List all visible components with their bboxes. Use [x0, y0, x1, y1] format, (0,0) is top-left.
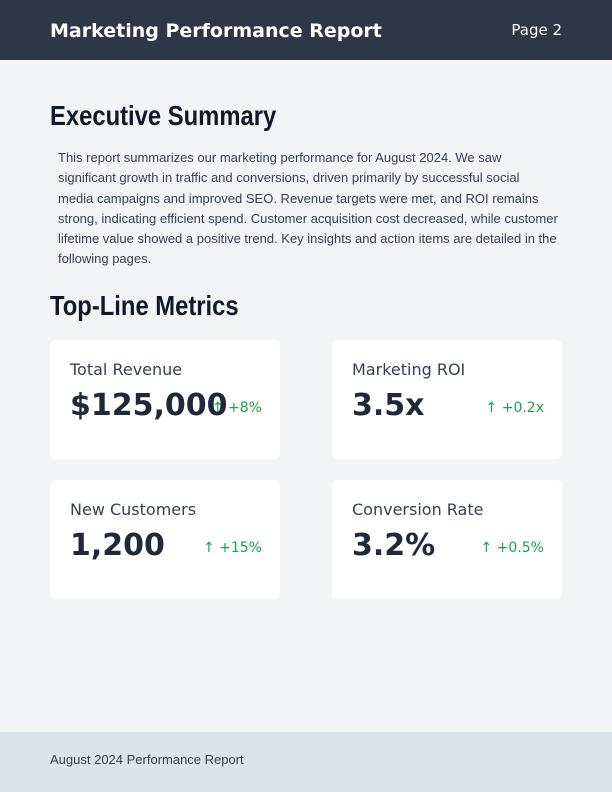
- metric-change: +8%: [212, 400, 262, 416]
- metric-card: Marketing ROI 3.5x +0.2x: [332, 340, 562, 459]
- metric-value: 1,200: [70, 528, 165, 563]
- metric-label: Marketing ROI: [352, 360, 466, 379]
- metric-label: New Customers: [70, 500, 197, 519]
- summary-text: This report summarizes our marketing per…: [58, 150, 558, 267]
- metric-card: New Customers 1,200 +15%: [50, 480, 280, 599]
- page-number: Page 2: [511, 21, 562, 39]
- footer: August 2024 Performance Report: [0, 732, 612, 792]
- metric-change: +0.5%: [481, 540, 544, 556]
- metric-card: Total Revenue $125,000+8%: [50, 340, 280, 459]
- section-heading: Top-Line Metrics: [50, 290, 239, 321]
- metric-value: $125,000: [70, 388, 228, 423]
- metric-label: Total Revenue: [70, 360, 183, 379]
- footer-text: August 2024 Performance Report: [50, 752, 244, 767]
- metric-label: Conversion Rate: [352, 500, 484, 519]
- header: Marketing Performance Report Page 2: [0, 0, 612, 60]
- metric-change: +15%: [203, 540, 262, 556]
- metric-value: 3.5x: [352, 388, 425, 423]
- metric-change: +0.2x: [486, 400, 544, 416]
- section-heading: Executive Summary: [50, 100, 277, 131]
- metric-card: Conversion Rate 3.2% +0.5%: [332, 480, 562, 599]
- header-title: Marketing Performance Report: [50, 20, 382, 42]
- metric-value: 3.2%: [352, 528, 436, 563]
